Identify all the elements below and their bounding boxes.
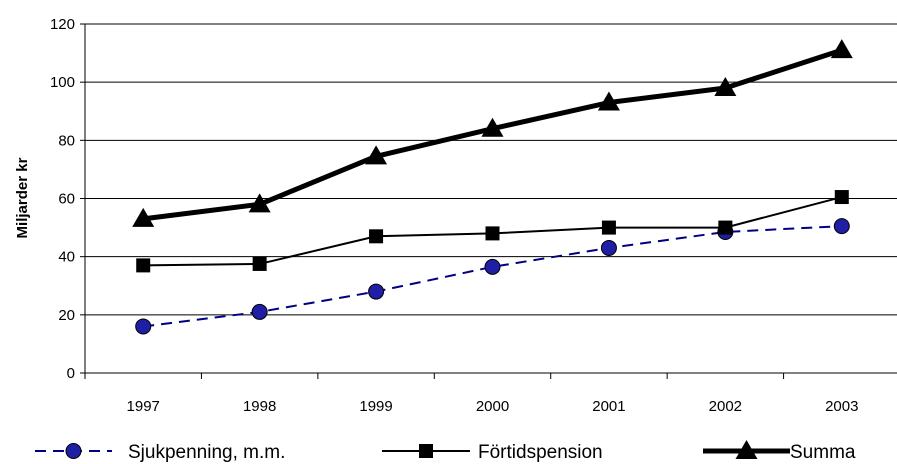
data-point — [251, 303, 268, 320]
y-tick-label: 20 — [58, 307, 75, 324]
legend-marker — [65, 443, 82, 459]
y-axis-title: Miljarder kr — [14, 157, 31, 238]
data-point — [481, 117, 504, 137]
x-tick-label: 1999 — [359, 398, 392, 415]
legend-entry: Förtidspension — [382, 442, 603, 463]
data-point — [252, 256, 267, 271]
data-point — [830, 39, 853, 59]
y-tick-label: 100 — [50, 74, 75, 91]
data-point — [718, 220, 733, 235]
x-tick-label: 2002 — [709, 398, 742, 415]
data-point — [484, 258, 501, 275]
data-point — [834, 190, 849, 205]
legend-label: Sjukpenning, m.m. — [128, 442, 285, 463]
data-point — [369, 229, 384, 244]
x-tick-label: 1998 — [243, 398, 276, 415]
data-point — [601, 220, 616, 235]
data-point — [368, 283, 385, 300]
data-point — [135, 318, 152, 335]
legend-label: Förtidspension — [478, 442, 603, 463]
data-point — [248, 193, 271, 213]
data-point — [136, 258, 151, 273]
legend: Sjukpenning, m.m. Förtidspension Summa — [35, 440, 856, 463]
x-tick-label: 2001 — [592, 398, 625, 415]
y-tick-label: 60 — [58, 191, 75, 208]
gridlines — [85, 23, 897, 316]
y-tick-label: 80 — [58, 132, 75, 149]
series — [132, 39, 853, 335]
x-tick-label: 1997 — [127, 398, 160, 415]
y-tick-label: 0 — [67, 365, 75, 382]
x-tick-label: 2000 — [476, 398, 509, 415]
series-2 — [132, 39, 853, 227]
data-point — [833, 218, 850, 235]
legend-entry: Sjukpenning, m.m. — [35, 442, 285, 463]
x-tick-label: 2003 — [825, 398, 858, 415]
data-point — [365, 145, 388, 165]
legend-entry: Summa — [703, 440, 856, 463]
data-point — [714, 76, 737, 96]
y-tick-label: 40 — [58, 249, 75, 266]
data-point — [597, 91, 620, 111]
legend-marker — [419, 444, 433, 458]
data-point — [132, 207, 155, 227]
y-tick-label: 120 — [50, 16, 75, 33]
data-point — [485, 226, 500, 241]
legend-marker — [735, 440, 758, 459]
axes: 0 20 40 60 80 100 120 1997 1998 1999 2000 2001 2002 2… — [50, 16, 897, 415]
series-1 — [136, 190, 849, 273]
data-point — [600, 239, 617, 256]
series-line — [143, 225, 842, 328]
legend-label: Summa — [790, 442, 856, 463]
